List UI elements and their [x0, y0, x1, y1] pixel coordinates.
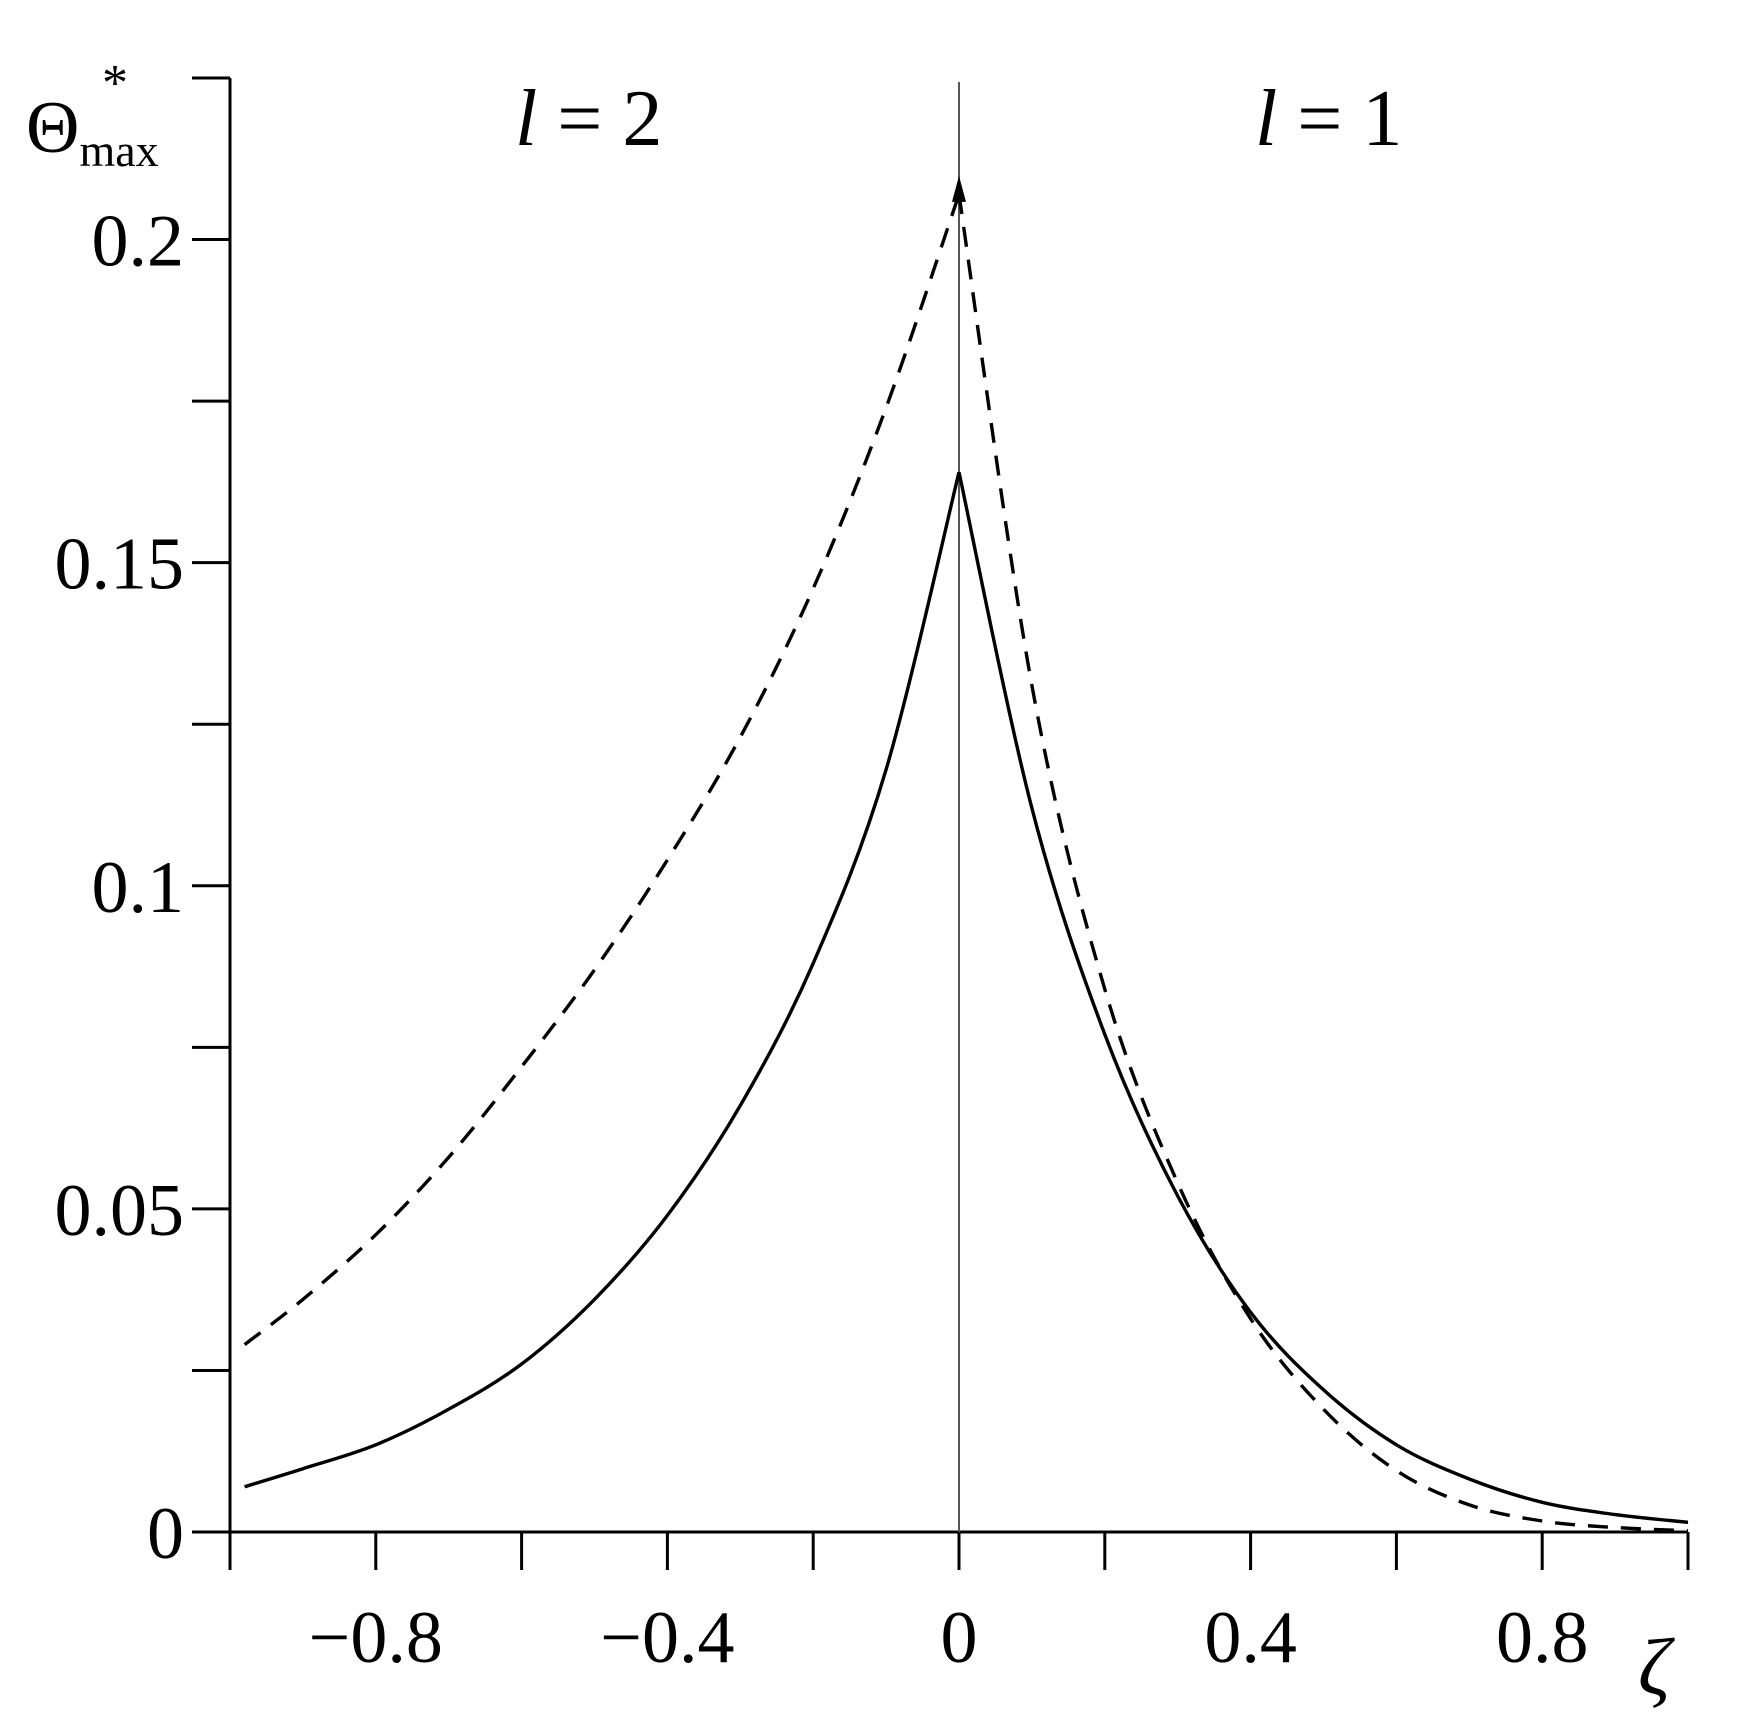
annotation-l-equals-1-value: = 1	[1277, 75, 1402, 163]
x-tick-label-2: 0	[941, 1597, 978, 1679]
series-group	[243, 193, 1689, 1533]
y-tick-label-3: 0.15	[55, 524, 185, 606]
annotation-l-equals-1: l = 1	[1255, 75, 1402, 163]
x-tick-label-3: 0.4	[1204, 1597, 1297, 1679]
annotation-l-equals-2-symbol: l	[515, 75, 537, 163]
y-tick-label-4: 0.2	[92, 201, 185, 283]
x-tick-label-4: 0.8	[1496, 1597, 1589, 1679]
y-tick-label-1: 0.05	[55, 1170, 185, 1252]
x-tick-label-0: −0.8	[309, 1597, 443, 1679]
solid-curve	[244, 471, 1689, 1524]
plot-area: −0.8 −0.4 0 0.4 0.8 0 0.05 0.1 0.15 0.2	[55, 76, 1690, 1679]
x-tick-label-1: −0.4	[600, 1597, 734, 1679]
y-axis-label-superscript: *	[102, 55, 128, 112]
annotation-l-equals-2: l = 2	[515, 75, 662, 163]
y-axis-ticks: 0 0.05 0.1 0.15 0.2	[55, 76, 230, 1575]
y-tick-label-2: 0.1	[92, 847, 185, 929]
y-tick-label-0: 0	[147, 1493, 184, 1575]
dashed-curve	[243, 193, 1689, 1533]
vertical-line-arrowhead	[952, 175, 966, 202]
annotation-l-equals-1-symbol: l	[1255, 75, 1277, 163]
y-axis-label-main: Θ	[26, 87, 79, 169]
x-axis-label: ζ	[1638, 1624, 1675, 1712]
y-axis-label-subscript: max	[79, 125, 158, 176]
x-axis-ticks: −0.8 −0.4 0 0.4 0.8	[228, 1532, 1690, 1679]
y-axis-label: Θmax *	[26, 55, 159, 176]
annotation-l-equals-2-value: = 2	[537, 75, 662, 163]
